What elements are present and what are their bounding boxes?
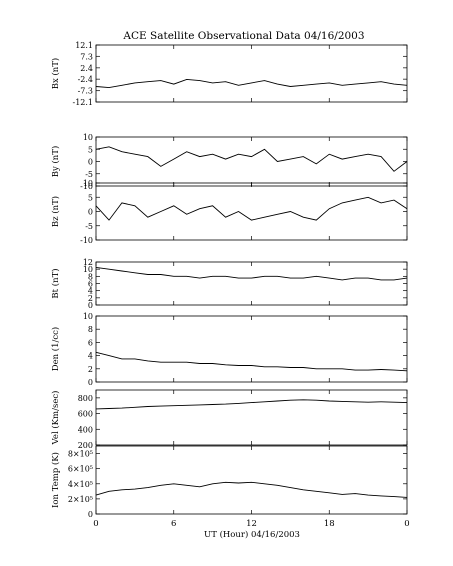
y-tick-label: 10 bbox=[83, 133, 93, 142]
y-tick-label: 7.3 bbox=[80, 52, 93, 61]
x-axis-label: UT (Hour) 04/16/2003 bbox=[204, 529, 300, 540]
y-tick-label: 800 bbox=[78, 394, 93, 403]
x-tick-label: 18 bbox=[324, 519, 335, 529]
series-line bbox=[95, 351, 408, 372]
y-tick-label: 0 bbox=[88, 378, 93, 387]
y-tick-label: 6 bbox=[88, 338, 93, 347]
panel-frame bbox=[95, 182, 408, 241]
panel-frame bbox=[95, 389, 408, 446]
y-tick-label: -10 bbox=[80, 236, 93, 245]
y-tick-label: 6×10⁵ bbox=[68, 465, 93, 474]
panel-6: 800 600 400 200 Vel (Km/sec) bbox=[50, 389, 408, 450]
y-tick-label: 2×10⁵ bbox=[68, 495, 93, 504]
series-line bbox=[95, 196, 408, 221]
y-axis-label: Bt (nT) bbox=[50, 268, 61, 298]
y-tick-label: -12.1 bbox=[72, 98, 93, 107]
y-tick-label: 4 bbox=[88, 287, 93, 296]
panel-5: 10 8 6 4 2 0 Den (1/cc) bbox=[50, 312, 408, 387]
y-tick-label: -10 bbox=[80, 182, 93, 191]
series-line bbox=[95, 78, 408, 89]
y-tick-label: 8 bbox=[88, 325, 93, 334]
y-axis-label: Den (1/cc) bbox=[50, 327, 61, 371]
y-axis-label: Vel (Km/sec) bbox=[50, 391, 61, 446]
series-line bbox=[95, 399, 408, 410]
y-tick-label: 2 bbox=[88, 294, 93, 303]
y-axis-label: Bz (nT) bbox=[50, 196, 61, 227]
y-tick-label: -2.4 bbox=[78, 75, 93, 84]
x-tick-label: 6 bbox=[171, 519, 176, 529]
y-tick-label: 0 bbox=[88, 208, 93, 217]
panel-frame bbox=[95, 136, 408, 187]
panel-2: 10 5 0 -5 -10 By (nT) bbox=[50, 133, 408, 191]
y-tick-label: 200 bbox=[78, 441, 93, 450]
y-tick-label: 5 bbox=[88, 145, 93, 154]
x-tick-label: 0 bbox=[93, 519, 98, 529]
panel-frame bbox=[95, 261, 408, 306]
y-tick-label: 4 bbox=[88, 352, 93, 361]
panel-1: 12.1 7.3 2.4 -2.4 -7.3 -12.1 Bx (nT) bbox=[50, 41, 408, 107]
y-tick-label: 10 bbox=[83, 312, 93, 321]
y-tick-label: 2.4 bbox=[80, 64, 93, 73]
y-tick-label: -5 bbox=[85, 222, 93, 231]
y-tick-label: 12.1 bbox=[75, 41, 93, 50]
y-tick-label: 10 bbox=[83, 179, 93, 188]
x-axis-tick-labels: 0 6 12 18 0 bbox=[93, 519, 409, 529]
y-tick-label: 2 bbox=[88, 365, 93, 374]
y-tick-label: 12 bbox=[83, 258, 93, 267]
panel-3: 10 5 0 -5 -10 Bz (nT) bbox=[50, 179, 408, 245]
y-tick-label: 5 bbox=[88, 193, 93, 202]
y-tick-label: 600 bbox=[78, 410, 93, 419]
y-axis-label: By (nT) bbox=[50, 146, 61, 178]
panel-frame bbox=[95, 445, 408, 515]
y-tick-label: 0 bbox=[88, 301, 93, 310]
y-tick-label: 6 bbox=[88, 280, 93, 289]
panel-frame bbox=[95, 44, 408, 103]
y-tick-label: 0 bbox=[88, 158, 93, 167]
y-tick-label: 400 bbox=[78, 425, 93, 434]
x-tick-label: 12 bbox=[246, 519, 257, 529]
series-line bbox=[95, 146, 408, 172]
y-axis-label: Bx (nT) bbox=[50, 58, 61, 90]
panels: 12.1 7.3 2.4 -2.4 -7.3 -12.1 Bx (nT) 10 5 0 -5 -10 B… bbox=[50, 41, 408, 519]
y-tick-label: -7.3 bbox=[78, 87, 93, 96]
y-tick-label: 8×10⁵ bbox=[68, 450, 93, 459]
chart-title: ACE Satellite Observational Data 04/16/2… bbox=[122, 30, 364, 42]
panel-frame bbox=[95, 315, 408, 383]
x-tick-label: 0 bbox=[404, 519, 409, 529]
series-line bbox=[95, 481, 408, 498]
series-line bbox=[95, 266, 408, 281]
y-tick-label: 4×10⁵ bbox=[68, 480, 93, 489]
y-tick-label: -5 bbox=[85, 170, 93, 179]
y-tick-label: 0 bbox=[88, 510, 93, 519]
panel-7: 8×10⁵ 6×10⁵ 4×10⁵ 2×10⁵ 0 Ion Temp (K) bbox=[50, 445, 408, 519]
y-tick-label: 10 bbox=[83, 265, 93, 274]
y-axis-label: Ion Temp (K) bbox=[50, 452, 61, 508]
y-tick-label: 8 bbox=[88, 272, 93, 281]
